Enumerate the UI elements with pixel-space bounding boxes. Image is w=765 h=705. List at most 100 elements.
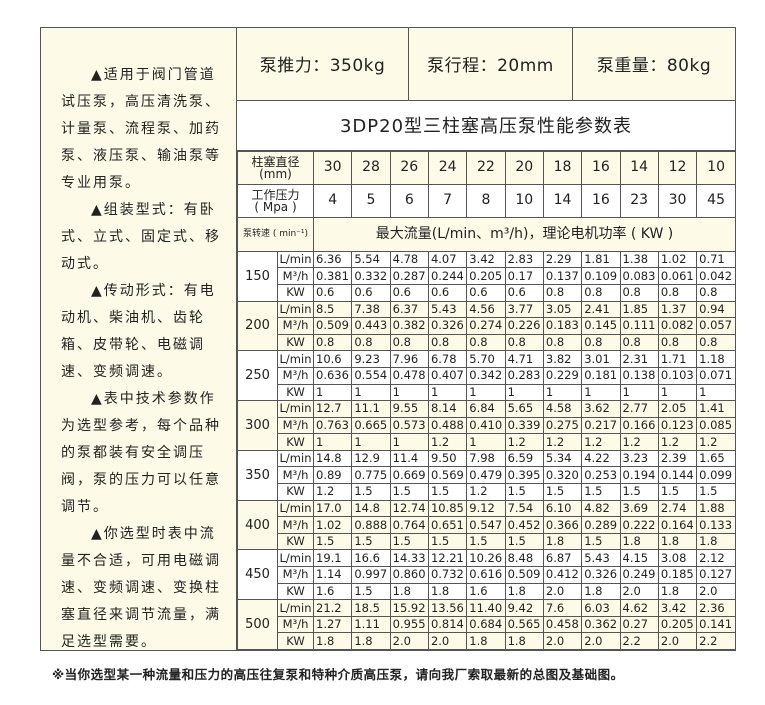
cell-m3h: 0.145	[581, 317, 621, 335]
diameter-value: 12	[657, 150, 698, 185]
cell-m3h: 0.17	[504, 267, 544, 285]
cell-m3h: 0.326	[581, 566, 621, 584]
cell-kw: 0.6	[351, 283, 391, 302]
cell-kw: 0.8	[313, 333, 353, 352]
cell-kw: 2.0	[619, 582, 659, 601]
cell-kw: 1	[466, 433, 506, 451]
cell-kw: 2.0	[542, 582, 583, 601]
cell-m3h: 0.339	[504, 416, 544, 435]
cell-m3h: 0.332	[351, 267, 391, 285]
cell-lmin: 2.29	[542, 250, 583, 269]
cell-kw: 2.0	[696, 582, 735, 601]
cell-kw: 1.2	[313, 483, 353, 501]
unit-label: L/min	[276, 400, 315, 418]
unit-label: KW	[276, 283, 315, 302]
cell-kw: 1	[466, 383, 506, 402]
table-row: 150 L/min 6.36 5.54 4.78 4.07 3.42 2.83 2.29 1.81…	[237, 250, 735, 302]
unit-label: L/min	[276, 250, 315, 269]
cell-kw: 1.5	[351, 483, 391, 501]
cell-m3h: 0.141	[696, 615, 735, 634]
cell-kw: 0.8	[696, 333, 735, 352]
cell-lmin: 1.38	[619, 250, 659, 269]
description-panel: ▲适用于阀门管道试压泵，高压清洗泵、计量泵、流程泵、加药泵、液压泵、输油泵等专业…	[41, 28, 237, 650]
speed-value: 200	[237, 300, 278, 352]
unit-label: M³/h	[276, 267, 315, 285]
cell-m3h: 0.283	[504, 366, 544, 385]
cell-lmin: 4.78	[389, 250, 429, 269]
cell-lmin: 9.55	[389, 400, 429, 418]
cell-kw: 0.8	[466, 333, 506, 352]
cell-m3h: 0.665	[351, 416, 391, 435]
cell-kw: 1	[657, 383, 698, 402]
cell-m3h: 0.166	[619, 416, 659, 435]
cell-m3h: 0.669	[389, 466, 429, 485]
cell-m3h: 0.955	[389, 615, 429, 634]
unit-label: L/min	[276, 350, 315, 368]
unit-label: M³/h	[276, 416, 315, 435]
unit-label: L/min	[276, 599, 315, 617]
cell-m3h: 0.205	[466, 267, 506, 285]
unit-label: M³/h	[276, 566, 315, 584]
cell-lmin: 4.71	[504, 350, 544, 368]
unit-label: KW	[276, 632, 315, 650]
cell-m3h: 0.183	[542, 317, 583, 335]
speed-value: 250	[237, 350, 278, 402]
cell-kw: 1.5	[581, 483, 621, 501]
spec-area: 泵推力：350kg 泵行程：20mm 泵重量：80kg 3DP20型三柱塞高压泵…	[236, 28, 735, 650]
cell-lmin: 5.34	[542, 449, 583, 468]
cell-kw: 2.2	[619, 632, 659, 650]
cell-kw: 1.8	[504, 632, 544, 650]
cell-lmin: 3.82	[542, 350, 583, 368]
cell-lmin: 4.82	[581, 499, 621, 518]
cell-kw: 1.5	[389, 483, 429, 501]
cell-m3h: 0.775	[351, 466, 391, 485]
cell-m3h: 0.479	[466, 466, 506, 485]
pressure-value: 30	[657, 183, 698, 218]
cell-kw: 2.0	[581, 632, 621, 650]
cell-lmin: 9.50	[427, 449, 468, 468]
table-row: M³/h 0.509 0.443 0.382 0.326 0.274 0.226 0.183 0…	[237, 317, 735, 335]
cell-m3h: 0.89	[313, 466, 353, 485]
unit-label: M³/h	[276, 466, 315, 485]
cell-kw: 0.8	[581, 283, 621, 302]
cell-m3h: 1.02	[313, 516, 353, 534]
cell-kw: 1.8	[427, 582, 468, 601]
cell-m3h: 0.763	[313, 416, 353, 435]
cell-m3h: 1.14	[313, 566, 353, 584]
cell-m3h: 0.860	[389, 566, 429, 584]
performance-table: 柱塞直径 (mm) 30 28 26 24 22 20 18 16 14 12 10 工作压力( Mp…	[236, 150, 735, 650]
cell-lmin: 3.01	[581, 350, 621, 368]
spec-stroke: 泵行程：20mm	[409, 28, 573, 100]
table-row: 200 L/min 8.5 7.38 6.37 5.43 4.56 3.77 3.05 2.41 1…	[237, 300, 735, 352]
table-row: KW 0.8 0.8 0.8 0.8 0.8 0.8 0.8 0.8 0.8 0.8 0.8	[237, 333, 735, 352]
cell-lmin: 1.71	[657, 350, 698, 368]
cell-kw: 0.8	[696, 283, 735, 302]
cell-kw: 1	[427, 383, 468, 402]
cell-lmin: 6.37	[389, 300, 429, 319]
cell-lmin: 11.1	[351, 400, 391, 418]
unit-label: M³/h	[276, 615, 315, 634]
cell-kw: 1.6	[466, 582, 506, 601]
table-row: M³/h 0.381 0.332 0.287 0.244 0.205 0.17 0.137 0.…	[237, 267, 735, 285]
cell-kw: 0.6	[313, 283, 353, 302]
cell-kw: 1	[542, 383, 583, 402]
cell-lmin: 8.5	[313, 300, 353, 319]
unit-label: M³/h	[276, 366, 315, 385]
cell-m3h: 0.412	[542, 566, 583, 584]
cell-m3h: 0.205	[657, 615, 698, 634]
cell-kw: 1.8	[466, 632, 506, 650]
unit-label: M³/h	[276, 516, 315, 534]
diameter-row: 柱塞直径 (mm) 30 28 26 24 22 20 18 16 14 12 10	[236, 150, 735, 185]
cell-lmin: 12.74	[389, 499, 429, 518]
cell-kw: 1	[581, 383, 621, 402]
table-title: 3DP20型三柱塞高压泵性能参数表	[237, 100, 735, 151]
cell-m3h: 0.229	[542, 366, 583, 385]
cell-m3h: 0.275	[542, 416, 583, 435]
cell-m3h: 0.814	[427, 615, 468, 634]
cell-m3h: 0.651	[427, 516, 468, 534]
unit-label: L/min	[276, 300, 315, 319]
unit-label: L/min	[276, 449, 315, 468]
cell-lmin: 8.14	[427, 400, 468, 418]
pressure-label: 工作压力( Mpa )	[236, 183, 315, 218]
cell-lmin: 6.84	[466, 400, 506, 418]
